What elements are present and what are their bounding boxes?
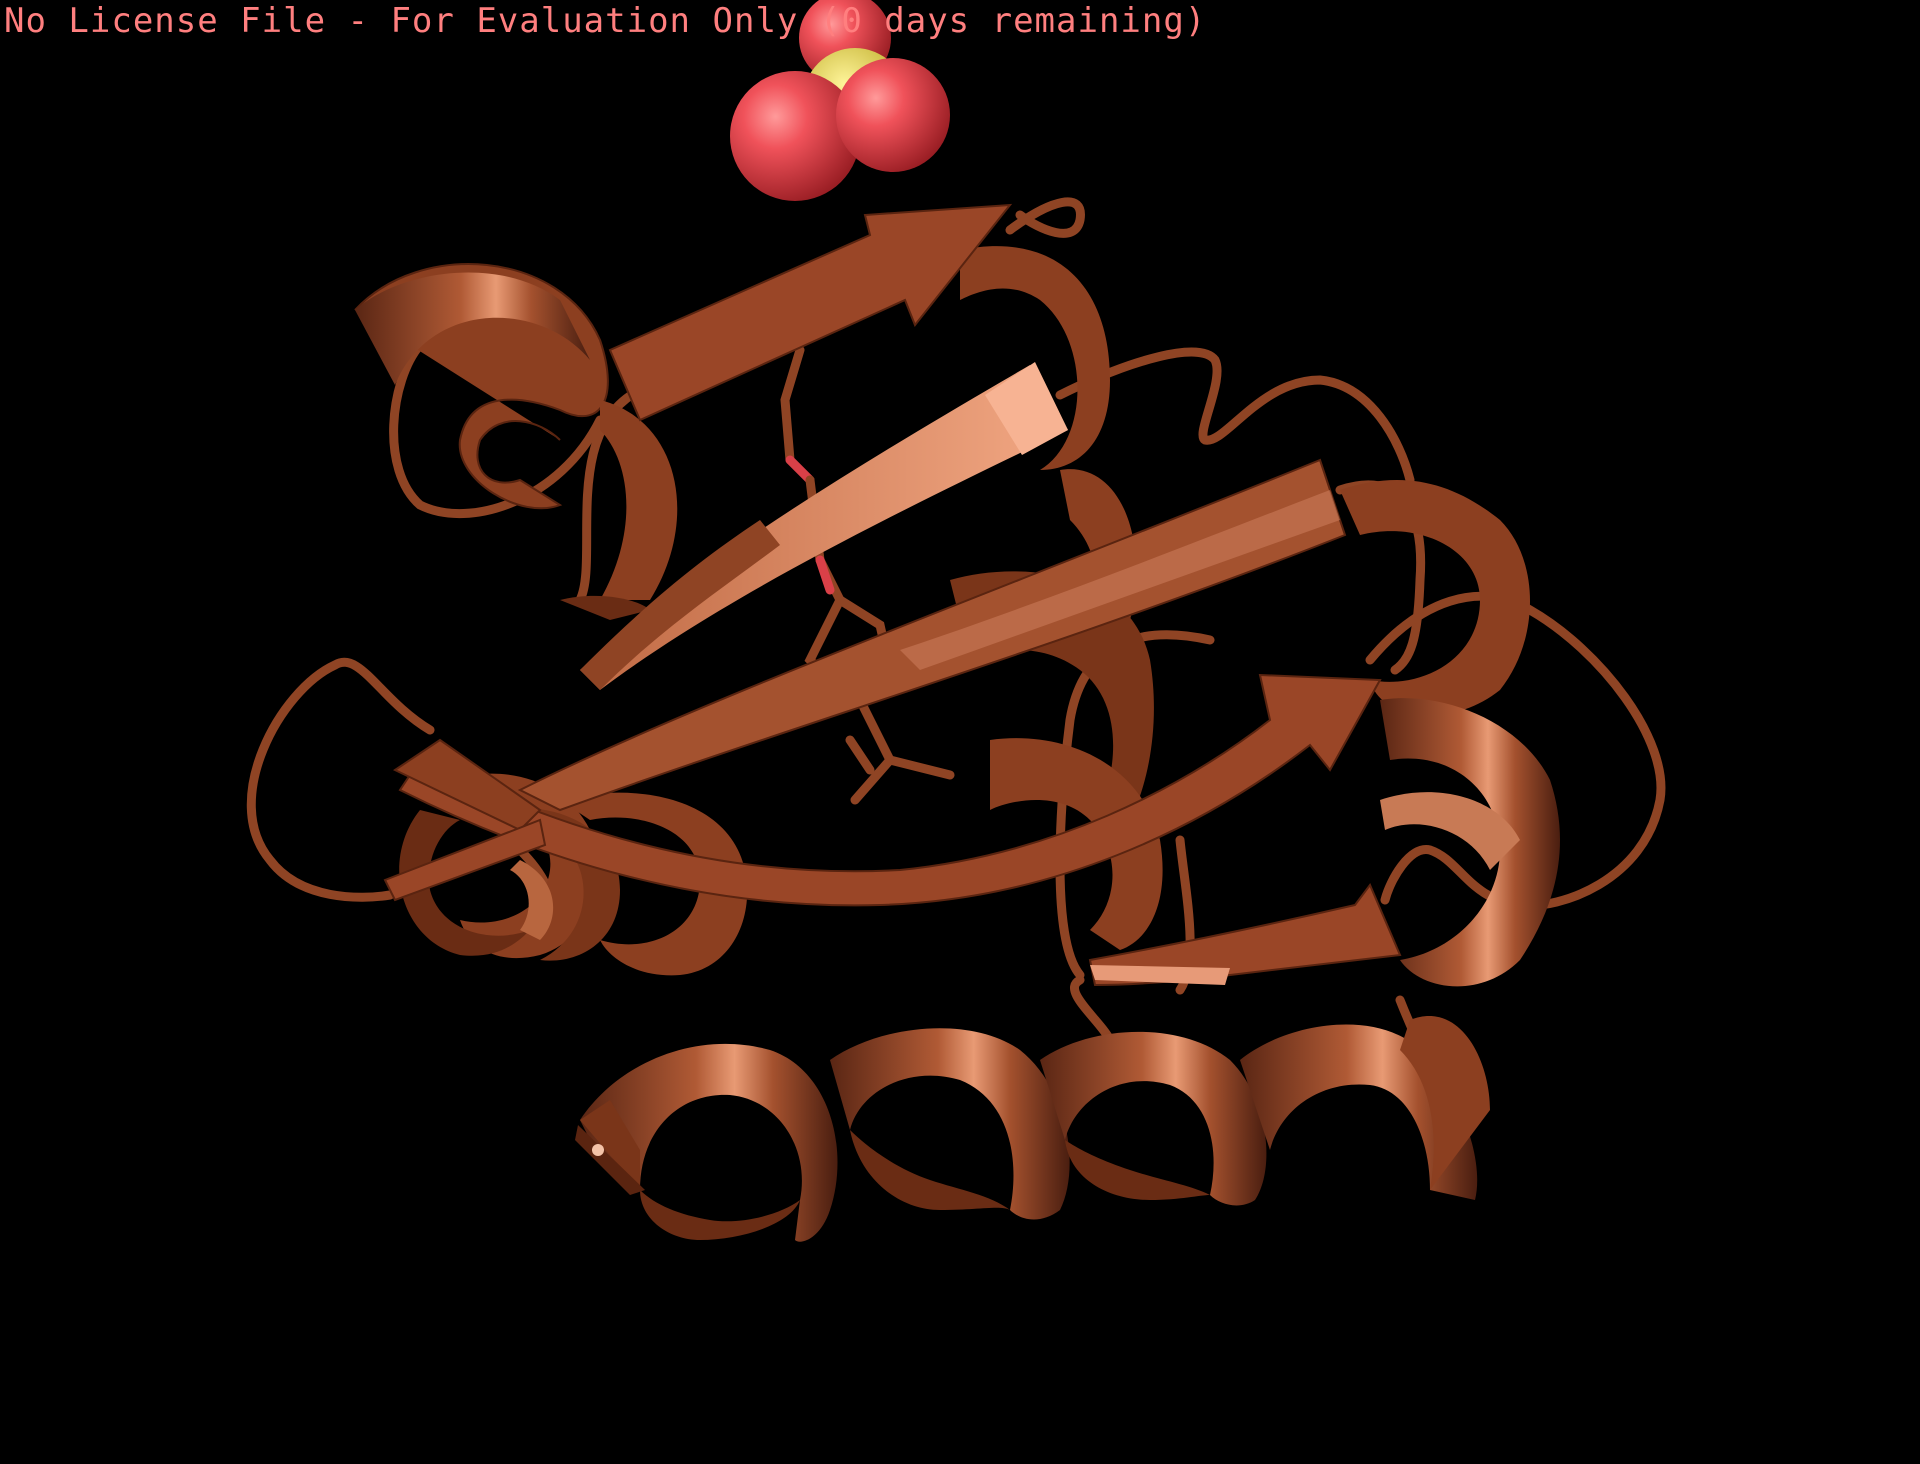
beta-strands bbox=[383, 203, 1402, 987]
license-warning-text: No License File - For Evaluation Only (0… bbox=[4, 1, 1207, 41]
oxygen-atom bbox=[730, 71, 860, 201]
helix-upper-left bbox=[354, 263, 678, 620]
helix-right-middle bbox=[1340, 480, 1560, 987]
oxygen-atom bbox=[836, 58, 950, 172]
sulfate-ligand[interactable] bbox=[730, 0, 950, 201]
residue-sticks bbox=[780, 345, 955, 805]
helix-bottom bbox=[575, 1016, 1490, 1242]
